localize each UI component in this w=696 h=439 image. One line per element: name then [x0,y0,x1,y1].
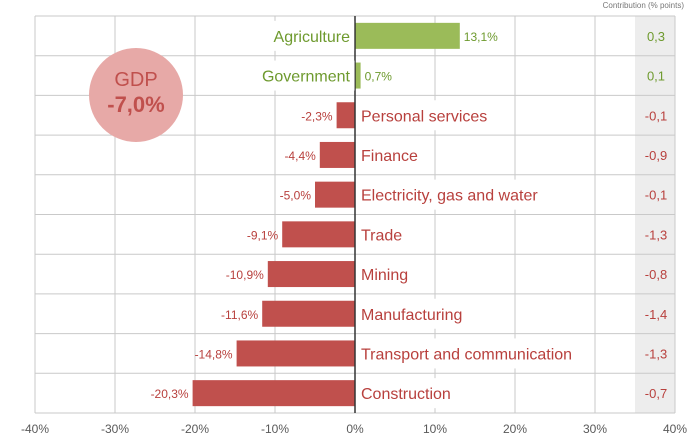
bar-labels: 13,1% Agriculture 0,3 0,7% Government 0,1 -2,3… [151,20,667,409]
contribution-value: -0,7 [645,386,667,401]
category-label: Agriculture [274,29,351,46]
bars [192,16,460,413]
gdp-title: GDP [114,69,157,91]
bar-value-label: -2,3% [301,109,333,123]
category-label-bg [357,179,543,210]
contribution-value: -0,1 [645,188,667,203]
category-label-bg [357,100,492,131]
contribution-value: -0,8 [645,267,667,282]
category-label: Manufacturing [361,307,462,324]
x-tick-label: -20% [181,422,209,436]
category-label-bg [257,60,355,91]
bar [267,261,355,288]
category-label-bg [357,298,467,329]
contribution-value: -1,3 [645,346,667,361]
contribution-header: Contribution (% points) [603,1,685,10]
gdp-bubble: GDP -7,0% [89,48,183,142]
x-axis: -40% -30% -20% -10% 0% 10% 20% 30% 40% [21,422,687,436]
bar [262,300,355,327]
bar [192,380,355,407]
category-label-bg [357,259,413,290]
category-label: Mining [361,267,408,284]
contribution-value: -0,1 [645,108,667,123]
bar-value-label: -5,0% [280,189,312,203]
category-label-bg [269,20,355,51]
x-tick-label: 20% [503,422,527,436]
x-tick-label: -30% [101,422,129,436]
x-tick-label: 10% [423,422,447,436]
bar-value-label: -14,8% [195,347,233,361]
contribution-value: -1,3 [645,227,667,242]
gdp-value: -7,0% [107,92,164,117]
x-tick-label: 0% [346,422,364,436]
bar [315,181,355,208]
category-label: Finance [361,148,418,165]
contribution-value: -1,4 [645,307,667,322]
bar [355,22,460,49]
category-label: Personal services [361,108,487,125]
bar-value-label: -9,1% [247,228,279,242]
category-label: Construction [361,386,451,403]
bar-value-label: -11,6% [221,308,258,322]
x-tick-label: -40% [21,422,49,436]
category-label-bg [357,338,577,369]
x-tick-label: 40% [663,422,687,436]
x-tick-label: 30% [583,422,607,436]
category-label: Electricity, gas and water [361,188,538,205]
bar-value-label: -20,3% [151,387,189,401]
bar [282,221,355,248]
x-tick-label: -10% [261,422,289,436]
category-label-bg [357,219,407,250]
contribution-value: -0,9 [645,148,667,163]
contribution-value: 0,1 [647,69,665,84]
category-label-bg [357,139,423,170]
bar-value-label: 0,7% [365,70,393,84]
gdp-bubble-circle [89,48,183,142]
bar [336,102,355,129]
bar [319,141,355,168]
category-label: Trade [361,227,402,244]
bar-value-label: -10,9% [226,268,264,282]
contribution-value: 0,3 [647,29,665,44]
bar [236,340,355,367]
bar-value-label: 13,1% [464,30,498,44]
category-label: Government [262,69,351,86]
category-label: Transport and communication [361,346,572,363]
category-label-bg [357,378,455,409]
bar [355,62,361,89]
bar-value-label: -4,4% [284,149,316,163]
